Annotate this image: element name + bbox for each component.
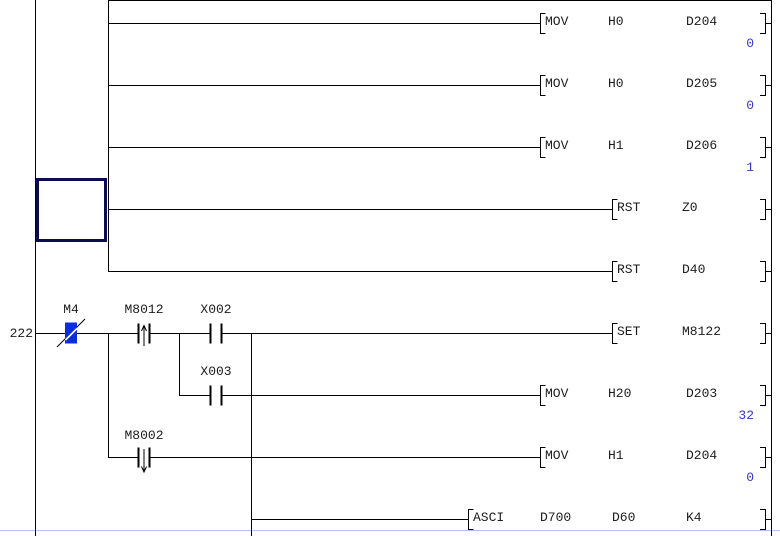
rung-horizontal-wires — [35, 0, 772, 520]
contact-x003-normally-open[interactable] — [209, 385, 223, 406]
contact-on-highlight — [65, 322, 77, 344]
nc-slash-inner — [64, 327, 78, 341]
down-arrow-icon — [141, 449, 147, 474]
monitor-value: 0 — [746, 36, 754, 51]
contact-m8002-falling-edge[interactable] — [137, 447, 151, 474]
instruction-operand[interactable]: D204 — [686, 448, 718, 463]
instruction-brackets-left — [468, 13, 618, 530]
instruction-operand[interactable]: D203 — [686, 386, 718, 401]
instruction-operand[interactable]: H0 — [608, 76, 624, 91]
instruction-operand[interactable]: H0 — [608, 14, 624, 29]
instruction-mnemonic[interactable]: MOV — [545, 386, 569, 401]
instruction-mnemonic[interactable]: MOV — [545, 448, 569, 463]
instruction-mnemonic[interactable]: ASCI — [473, 510, 505, 525]
contact-m8012-rising-edge[interactable] — [137, 323, 151, 347]
instruction-mnemonic[interactable]: SET — [617, 324, 641, 339]
instruction-operand[interactable]: D204 — [686, 14, 718, 29]
instruction-operand[interactable]: H1 — [608, 448, 624, 463]
instruction-operand[interactable]: H1 — [608, 138, 624, 153]
instruction-mnemonic[interactable]: RST — [617, 200, 641, 215]
monitor-value: 0 — [746, 98, 754, 113]
device-label-x002: X002 — [200, 302, 232, 317]
device-label-m4: M4 — [63, 302, 79, 317]
instruction-operand[interactable]: H20 — [608, 386, 632, 401]
up-arrow-icon — [141, 324, 147, 346]
device-label-x003: X003 — [200, 364, 232, 379]
instruction-operand[interactable]: D700 — [540, 510, 572, 525]
instruction-brackets-right — [760, 13, 772, 530]
instruction-operand[interactable]: D206 — [686, 138, 718, 153]
edit-cursor-box[interactable] — [36, 178, 107, 242]
instruction-operand[interactable]: M8122 — [682, 324, 722, 339]
branch-vertical-wires — [108, 0, 252, 536]
device-label-m8012: M8012 — [124, 302, 164, 317]
instruction-mnemonic[interactable]: MOV — [545, 76, 569, 91]
device-label-m8002: M8002 — [124, 428, 164, 443]
instruction-mnemonic[interactable]: MOV — [545, 138, 569, 153]
contact-m4-normally-closed[interactable] — [56, 318, 86, 348]
instruction-operand[interactable]: D60 — [612, 510, 636, 525]
instruction-operand[interactable]: Z0 — [682, 200, 698, 215]
contact-x002-normally-open[interactable] — [209, 323, 223, 344]
instruction-operand[interactable]: D205 — [686, 76, 718, 91]
monitor-value: 32 — [738, 408, 754, 423]
instruction-mnemonic[interactable]: MOV — [545, 14, 569, 29]
step-number: 222 — [9, 326, 33, 341]
instruction-operand[interactable]: D40 — [682, 262, 706, 277]
monitor-value: 0 — [746, 470, 754, 485]
monitor-value: 1 — [746, 160, 754, 175]
instruction-mnemonic[interactable]: RST — [617, 262, 641, 277]
instruction-operand[interactable]: K4 — [686, 510, 702, 525]
